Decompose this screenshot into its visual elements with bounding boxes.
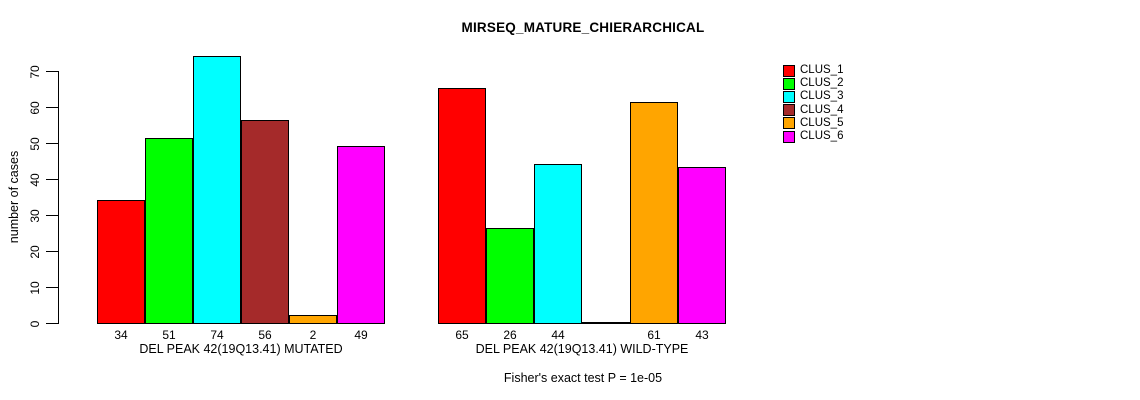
y-tick-label: 50 <box>28 136 42 151</box>
legend-row-clus_5: CLUS_5 <box>783 117 843 130</box>
bar-value-label: 49 <box>354 328 368 342</box>
y-tick-label: 30 <box>28 208 42 223</box>
legend-label: CLUS_3 <box>800 90 844 103</box>
y-tick-mark <box>46 251 58 252</box>
bar-clus_1-group1 <box>97 200 145 324</box>
chart-title: MIRSEQ_MATURE_CHIERARCHICAL <box>461 20 705 35</box>
legend-row-clus_3: CLUS_3 <box>783 90 843 103</box>
y-tick-mark <box>46 323 58 324</box>
bar-clus_2-group2 <box>486 228 534 324</box>
legend-label: CLUS_2 <box>800 77 844 90</box>
y-axis-line <box>58 71 59 324</box>
bar-clus_3-group2 <box>534 164 582 324</box>
bar-value-label: 34 <box>114 328 128 342</box>
y-tick-mark <box>46 71 58 72</box>
y-tick-mark <box>46 215 58 216</box>
y-tick-label: 60 <box>28 100 42 115</box>
bar-clus_1-group2 <box>438 88 486 324</box>
bar-clus_4-group2 <box>582 322 630 324</box>
legend-color-swatch <box>783 130 795 143</box>
group-label-mutated: DEL PEAK 42(19Q13.41) MUTATED <box>139 342 343 356</box>
y-tick-label: 10 <box>28 280 42 295</box>
legend-label: CLUS_4 <box>800 103 844 116</box>
bar-clus_2-group1 <box>145 138 193 324</box>
legend-color-swatch <box>783 64 795 77</box>
legend-color-swatch <box>783 117 795 130</box>
bar-clus_3-group1 <box>193 56 241 324</box>
legend-row-clus_2: CLUS_2 <box>783 77 843 90</box>
bar-value-label: 56 <box>258 328 272 342</box>
legend-row-clus_6: CLUS_6 <box>783 130 843 143</box>
legend-color-swatch <box>783 90 795 103</box>
y-tick-mark <box>46 287 58 288</box>
group-label-wild-type: DEL PEAK 42(19Q13.41) WILD-TYPE <box>475 342 689 356</box>
bar-value-label: 43 <box>695 328 709 342</box>
y-tick-label: 40 <box>28 172 42 187</box>
bar-value-label: 61 <box>647 328 661 342</box>
legend-label: CLUS_6 <box>800 130 844 143</box>
bar-clus_4-group1 <box>241 120 289 324</box>
bar-clus_6-group1 <box>337 146 385 324</box>
legend-color-swatch <box>783 77 795 90</box>
bar-value-label: 65 <box>455 328 469 342</box>
bar-clus_6-group2 <box>678 167 726 324</box>
y-tick-mark <box>46 143 58 144</box>
legend-label: CLUS_5 <box>800 116 844 129</box>
legend-row-clus_1: CLUS_1 <box>783 64 843 77</box>
bar-value-label: 51 <box>162 328 176 342</box>
legend: CLUS_1 CLUS_2 CLUS_3 CLUS_4 CLUS_5 CLUS_6 <box>783 64 843 143</box>
y-axis-title: number of cases <box>7 150 21 244</box>
legend-color-swatch <box>783 104 795 117</box>
bar-value-label: 26 <box>503 328 517 342</box>
y-tick-mark <box>46 179 58 180</box>
y-tick-mark <box>46 107 58 108</box>
y-tick-label: 70 <box>28 64 42 79</box>
bar-clus_5-group2 <box>630 102 678 324</box>
y-tick-label: 20 <box>28 244 42 259</box>
bar-value-label: 74 <box>210 328 224 342</box>
footnote-fishers-test: Fisher's exact test P = 1e-05 <box>503 371 663 385</box>
legend-row-clus_4: CLUS_4 <box>783 104 843 117</box>
bar-value-label: 2 <box>309 328 317 342</box>
bar-clus_5-group1 <box>289 315 337 324</box>
bar-value-label: 44 <box>551 328 565 342</box>
y-tick-label: 0 <box>28 320 42 327</box>
legend-label: CLUS_1 <box>800 64 844 77</box>
